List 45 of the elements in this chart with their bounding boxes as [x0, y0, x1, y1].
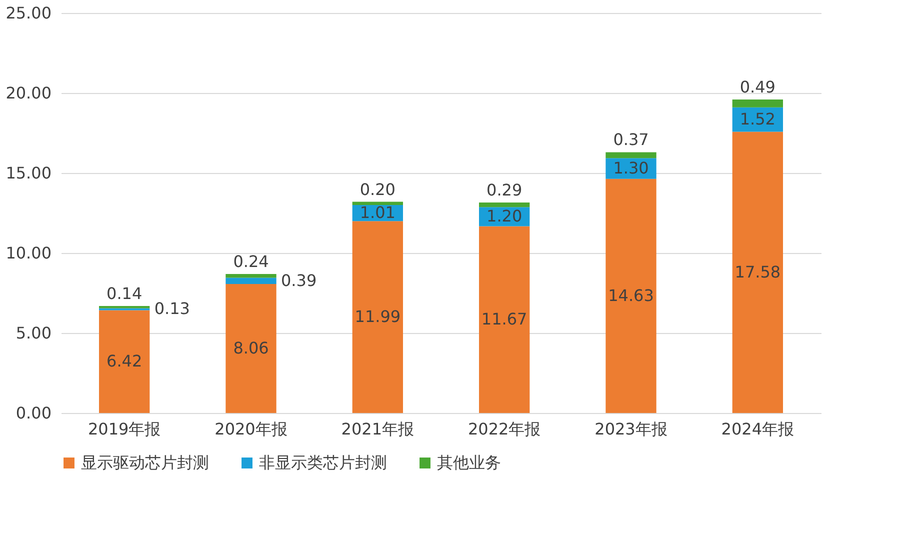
text: 1.20 — [486, 206, 522, 226]
text: 0.39 — [281, 270, 317, 290]
x-tick-label: 2021年报 — [341, 420, 414, 438]
legend-label: 其他业务 — [437, 453, 501, 472]
y-tick-label: 25.00 — [6, 4, 52, 22]
y-tick-label: 5.00 — [16, 324, 52, 342]
x-tick-label: 2019年报 — [88, 420, 161, 438]
text: 0.29 — [486, 180, 522, 200]
y-tick-label: 15.00 — [6, 164, 52, 182]
text: 0.13 — [154, 299, 190, 318]
x-tick-label: 2022年报 — [468, 420, 541, 438]
bar — [352, 221, 403, 413]
text: 14.63 — [608, 286, 654, 305]
bar — [606, 178, 656, 413]
bar — [226, 278, 276, 284]
bar — [99, 310, 150, 413]
y-tick-label: 20.00 — [6, 84, 52, 102]
bar — [732, 100, 783, 108]
legend-label: 显示驱动芯片封测 — [81, 453, 209, 472]
text: 17.58 — [734, 262, 781, 282]
bar — [479, 226, 530, 413]
bar — [352, 202, 403, 205]
legend-label: 非显示类芯片封测 — [259, 453, 387, 472]
text: 6.42 — [106, 352, 142, 371]
text: 0.20 — [360, 180, 396, 199]
text: 0.49 — [740, 78, 776, 97]
text: 11.67 — [481, 310, 528, 329]
text: 1.01 — [360, 203, 396, 222]
text: 1.52 — [740, 110, 776, 129]
text: 0.24 — [233, 252, 269, 271]
text: 0.14 — [106, 284, 142, 303]
text: 0.37 — [613, 130, 649, 150]
x-tick-label: 2024年报 — [721, 420, 794, 438]
y-tick-label: 10.00 — [6, 244, 52, 262]
y-tick-label: 0.00 — [16, 404, 52, 422]
x-tick-label: 2020年报 — [214, 420, 288, 438]
text: 8.06 — [233, 338, 269, 358]
bar — [479, 202, 530, 208]
bar — [226, 284, 276, 413]
bar — [732, 132, 783, 413]
x-tick-label: 2023年报 — [594, 420, 668, 438]
text: 11.99 — [354, 307, 401, 326]
bar — [226, 274, 276, 278]
bar — [606, 152, 656, 158]
text: 1.30 — [613, 158, 649, 178]
